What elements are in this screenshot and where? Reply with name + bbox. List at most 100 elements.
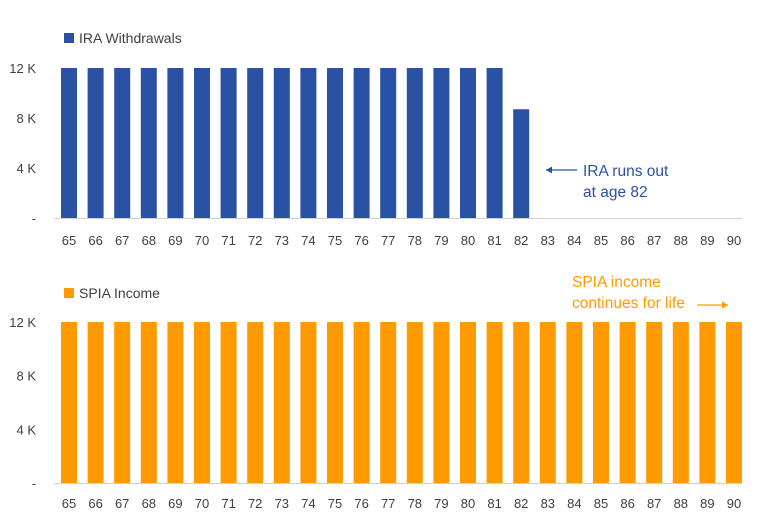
x-tick-label: 87 bbox=[647, 233, 661, 248]
x-tick-label: 79 bbox=[434, 233, 448, 248]
x-tick-label: 89 bbox=[700, 233, 714, 248]
x-tick-label: 80 bbox=[461, 496, 475, 511]
x-tick-label: 76 bbox=[354, 233, 368, 248]
x-tick-label: 71 bbox=[221, 496, 235, 511]
ira-withdrawals-bar bbox=[300, 68, 317, 218]
legend-swatch bbox=[64, 288, 74, 298]
x-tick-label: 90 bbox=[727, 496, 741, 511]
x-tick-label: 75 bbox=[328, 233, 342, 248]
legend-label: SPIA Income bbox=[79, 285, 160, 301]
x-tick-label: 90 bbox=[727, 233, 741, 248]
spia-income-bar bbox=[61, 322, 77, 483]
spia-income-bar bbox=[353, 322, 370, 483]
x-tick-label: 85 bbox=[594, 496, 608, 511]
x-tick-label: 86 bbox=[620, 233, 634, 248]
y-tick-label: - bbox=[32, 476, 36, 491]
x-tick-label: 69 bbox=[168, 496, 182, 511]
x-tick-label: 89 bbox=[700, 496, 714, 511]
x-tick-label: 70 bbox=[195, 496, 209, 511]
spia-income-bar bbox=[646, 322, 663, 483]
spia-income-bar bbox=[300, 322, 317, 483]
x-tick-label: 72 bbox=[248, 496, 262, 511]
spia-income-bar bbox=[406, 322, 423, 483]
legend-label: IRA Withdrawals bbox=[79, 30, 182, 46]
x-tick-label: 82 bbox=[514, 233, 528, 248]
y-tick-label: 12 K bbox=[9, 61, 36, 76]
x-tick-label: 67 bbox=[115, 233, 129, 248]
x-tick-label: 78 bbox=[408, 233, 422, 248]
x-tick-label: 73 bbox=[275, 496, 289, 511]
x-tick-label: 70 bbox=[195, 233, 209, 248]
spia-income-bar bbox=[433, 322, 450, 483]
x-tick-label: 85 bbox=[594, 233, 608, 248]
x-tick-label: 81 bbox=[487, 233, 501, 248]
x-tick-label: 66 bbox=[88, 496, 102, 511]
spia-income-bar bbox=[247, 322, 264, 483]
ira-withdrawals-bar bbox=[460, 68, 476, 218]
spia-income-bar bbox=[513, 322, 530, 483]
x-tick-label: 84 bbox=[567, 496, 581, 511]
spia-income-bar bbox=[140, 322, 157, 483]
spia-income-bar bbox=[593, 322, 609, 483]
spia-income-bar bbox=[619, 322, 636, 483]
ira-withdrawals-bar bbox=[353, 68, 370, 218]
x-tick-label: 87 bbox=[647, 496, 661, 511]
x-tick-label: 86 bbox=[620, 496, 634, 511]
x-tick-label: 82 bbox=[514, 496, 528, 511]
spia-income-bar bbox=[327, 322, 343, 483]
x-tick-label: 65 bbox=[62, 496, 76, 511]
annotation-text: IRA runs out bbox=[583, 163, 669, 180]
ira-withdrawals-bar bbox=[327, 68, 343, 218]
spia-income-bar bbox=[699, 322, 716, 483]
x-tick-label: 88 bbox=[674, 233, 688, 248]
spia-income-bar bbox=[726, 322, 742, 483]
ira-withdrawals-bar bbox=[486, 68, 503, 218]
x-tick-label: 83 bbox=[541, 496, 555, 511]
spia-income-bar bbox=[114, 322, 131, 483]
y-tick-label: 4 K bbox=[16, 161, 36, 176]
ira-withdrawals-bar bbox=[247, 68, 264, 218]
ira-withdrawals-bar bbox=[61, 68, 77, 218]
spia-income-bar bbox=[380, 322, 397, 483]
x-tick-label: 75 bbox=[328, 496, 342, 511]
x-tick-label: 73 bbox=[275, 233, 289, 248]
spia-income-bar bbox=[167, 322, 184, 483]
annotation-arrow-head bbox=[722, 301, 728, 309]
x-tick-label: 68 bbox=[142, 233, 156, 248]
spia-income-bar bbox=[220, 322, 237, 483]
ira-withdrawals-bar bbox=[380, 68, 397, 218]
x-tick-label: 69 bbox=[168, 233, 182, 248]
x-tick-label: 68 bbox=[142, 496, 156, 511]
x-tick-label: 79 bbox=[434, 496, 448, 511]
ira-withdrawals-bar bbox=[433, 68, 450, 218]
annotation-text: at age 82 bbox=[583, 184, 648, 201]
spia-income-bar bbox=[194, 322, 210, 483]
y-tick-label: - bbox=[32, 211, 36, 226]
spia-income-bar bbox=[87, 322, 104, 483]
ira-withdrawals-chart: - 4 K 8 K 12 K 65 66 67 68 69 70 71 72 73 74 75 76 77 78 7… bbox=[9, 30, 742, 248]
spia-income-bar bbox=[486, 322, 503, 483]
ira-withdrawals-bar bbox=[220, 68, 237, 218]
ira-withdrawals-bar bbox=[87, 68, 104, 218]
x-tick-label: 88 bbox=[674, 496, 688, 511]
ira-withdrawals-bar bbox=[167, 68, 184, 218]
x-tick-label: 66 bbox=[88, 233, 102, 248]
x-tick-label: 84 bbox=[567, 233, 581, 248]
spia-income-bar bbox=[566, 322, 583, 483]
legend-swatch bbox=[64, 33, 74, 43]
x-tick-label: 77 bbox=[381, 233, 395, 248]
x-tick-label: 65 bbox=[62, 233, 76, 248]
x-tick-label: 83 bbox=[541, 233, 555, 248]
x-tick-label: 80 bbox=[461, 233, 475, 248]
x-tick-label: 72 bbox=[248, 233, 262, 248]
y-tick-label: 8 K bbox=[16, 111, 36, 126]
ira-withdrawals-bar bbox=[406, 68, 423, 218]
ira-withdrawals-bar bbox=[273, 68, 290, 218]
spia-income-bar bbox=[539, 322, 556, 483]
spia-income-chart: - 4 K 8 K 12 K 65 66 67 68 69 70 71 72 73 74 75 76 77 78 7… bbox=[9, 274, 742, 511]
x-tick-label: 81 bbox=[487, 496, 501, 511]
ira-withdrawals-bar bbox=[140, 68, 157, 218]
annotation-arrow-head bbox=[546, 166, 552, 174]
annotation-text: continues for life bbox=[572, 295, 685, 312]
